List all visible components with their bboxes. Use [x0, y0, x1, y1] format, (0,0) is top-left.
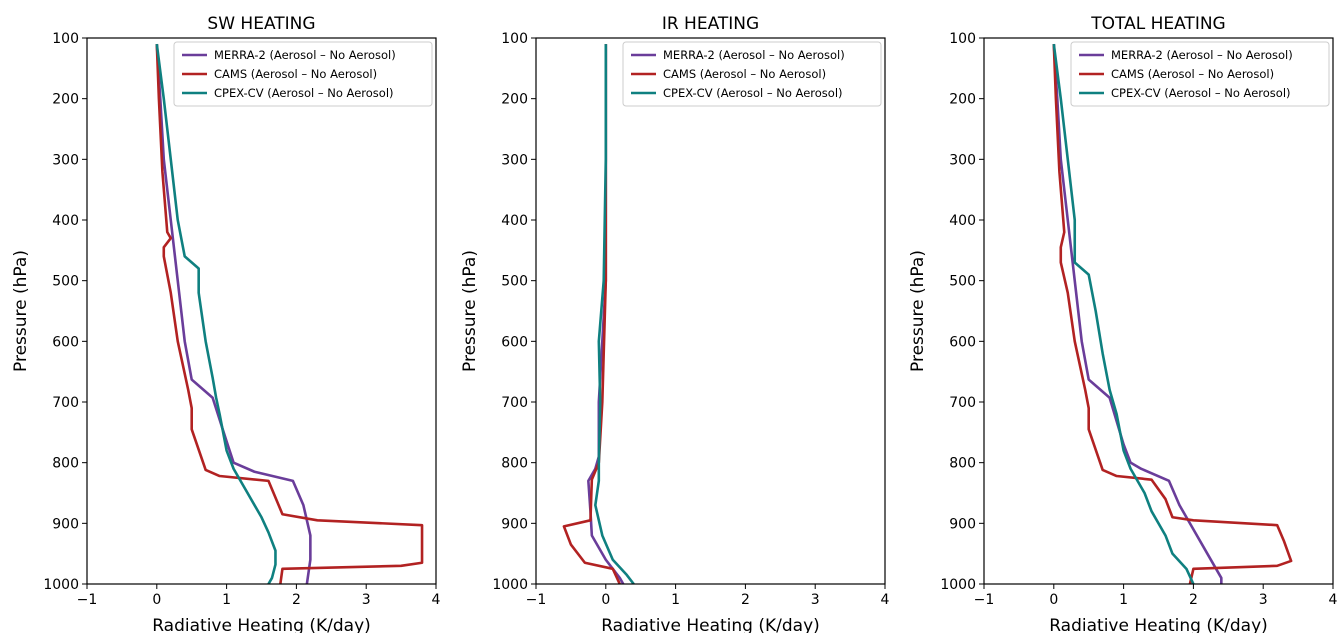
- x-tick-label: 3: [811, 592, 820, 608]
- series-line-3: [594, 44, 635, 584]
- series-line-2: [1052, 44, 1293, 584]
- x-tick-label: 1: [222, 592, 231, 608]
- y-tick-label: 200: [52, 92, 79, 108]
- legend-box: [1070, 41, 1330, 107]
- y-tick-label: 1000: [43, 577, 79, 593]
- y-axis-label: Pressure (hPa): [908, 250, 928, 372]
- x-tick-label: 3: [362, 592, 371, 608]
- y-axis-label: Pressure (hPa): [460, 250, 480, 372]
- y-tick-label: 600: [501, 334, 528, 350]
- y-tick-label: 700: [52, 395, 79, 411]
- x-tick-label: 4: [432, 592, 441, 608]
- y-tick-label: 900: [501, 516, 528, 532]
- panel-1: SW HEATING −1 0 1 2 3 4 100 200 300 400 500 600 700 80…: [11, 14, 441, 633]
- y-tick-label: 100: [501, 31, 528, 47]
- legend-label-1: MERRA-2 (Aerosol – No Aerosol): [663, 48, 845, 62]
- x-axis-label: Radiative Heating (K/day): [1049, 616, 1268, 633]
- y-tick-label: 300: [501, 152, 528, 168]
- y-tick-label: 100: [949, 31, 976, 47]
- x-tick-label: 0: [1049, 592, 1058, 608]
- series-line-3: [1052, 43, 1195, 584]
- series-lines: [1052, 43, 1293, 584]
- x-tick-label: −1: [77, 592, 98, 608]
- y-tick-label: 900: [949, 516, 976, 532]
- legend-label-3: CPEX-CV (Aerosol – No Aerosol): [214, 86, 394, 100]
- series-line-2: [155, 44, 424, 584]
- y-tick-label: 800: [52, 456, 79, 472]
- y-tick-label: 600: [52, 334, 79, 350]
- legend-label-2: CAMS (Aerosol – No Aerosol): [214, 67, 377, 81]
- axes-frame: [86, 37, 437, 585]
- panel-3: TOTAL HEATING −1 0 1 2 3 4 100 200 300 400 500 600 70…: [908, 14, 1338, 633]
- y-tick-label: 300: [52, 152, 79, 168]
- x-tick-label: −1: [974, 592, 995, 608]
- y-tick-label: 500: [501, 274, 528, 290]
- y-tick-label: 800: [949, 456, 976, 472]
- legend-label-2: CAMS (Aerosol – No Aerosol): [1111, 67, 1274, 81]
- panel-title: TOTAL HEATING: [1090, 14, 1225, 34]
- y-tick-label: 500: [949, 274, 976, 290]
- y-tick-label: 200: [949, 92, 976, 108]
- y-tick-label: 400: [501, 213, 528, 229]
- series-line-1: [155, 43, 312, 584]
- x-tick-label: 0: [152, 592, 161, 608]
- x-tick-label: 4: [881, 592, 890, 608]
- y-tick-label: 300: [949, 152, 976, 168]
- panel-2: IR HEATING −1 0 1 2 3 4 100 200 300 400 500 600 700 80…: [460, 14, 890, 633]
- legend-label-2: CAMS (Aerosol – No Aerosol): [663, 67, 826, 81]
- series-line-2: [562, 44, 621, 584]
- x-tick-label: 4: [1329, 592, 1338, 608]
- legend: MERRA-2 (Aerosol – No Aerosol) CAMS (Aero…: [1070, 41, 1330, 107]
- legend-box: [622, 41, 882, 107]
- y-tick-label: 700: [501, 395, 528, 411]
- x-tick-label: 3: [1259, 592, 1268, 608]
- series-line-3: [155, 43, 277, 584]
- y-tick-label: 1000: [940, 577, 976, 593]
- y-tick-label: 900: [52, 516, 79, 532]
- x-axis-label: Radiative Heating (K/day): [601, 616, 820, 633]
- x-tick-label: 0: [601, 592, 610, 608]
- legend-label-3: CPEX-CV (Aerosol – No Aerosol): [1111, 86, 1291, 100]
- series-line-1: [1052, 43, 1223, 584]
- x-tick-label: 2: [292, 592, 301, 608]
- y-tick-label: 400: [949, 213, 976, 229]
- y-tick-label: 1000: [492, 577, 528, 593]
- x-tick-label: 1: [1119, 592, 1128, 608]
- y-tick-label: 400: [52, 213, 79, 229]
- legend: MERRA-2 (Aerosol – No Aerosol) CAMS (Aero…: [173, 41, 433, 107]
- x-tick-label: −1: [526, 592, 547, 608]
- x-tick-label: 1: [671, 592, 680, 608]
- legend: MERRA-2 (Aerosol – No Aerosol) CAMS (Aero…: [622, 41, 882, 107]
- y-tick-label: 500: [52, 274, 79, 290]
- y-tick-label: 800: [501, 456, 528, 472]
- axes-frame: [983, 37, 1334, 585]
- y-tick-label: 600: [949, 334, 976, 350]
- legend-label-3: CPEX-CV (Aerosol – No Aerosol): [663, 86, 843, 100]
- y-tick-label: 100: [52, 31, 79, 47]
- y-tick-label: 700: [949, 395, 976, 411]
- legend-label-1: MERRA-2 (Aerosol – No Aerosol): [214, 48, 396, 62]
- panel-title: SW HEATING: [207, 14, 315, 34]
- series-lines: [562, 44, 635, 584]
- y-axis-label: Pressure (hPa): [11, 250, 31, 372]
- x-tick-label: 2: [741, 592, 750, 608]
- legend-label-1: MERRA-2 (Aerosol – No Aerosol): [1111, 48, 1293, 62]
- x-tick-label: 2: [1189, 592, 1198, 608]
- series-lines: [155, 43, 424, 584]
- legend-box: [173, 41, 433, 107]
- axes-frame: [535, 37, 886, 585]
- x-axis-label: Radiative Heating (K/day): [152, 616, 371, 633]
- panel-title: IR HEATING: [662, 14, 759, 34]
- y-tick-label: 200: [501, 92, 528, 108]
